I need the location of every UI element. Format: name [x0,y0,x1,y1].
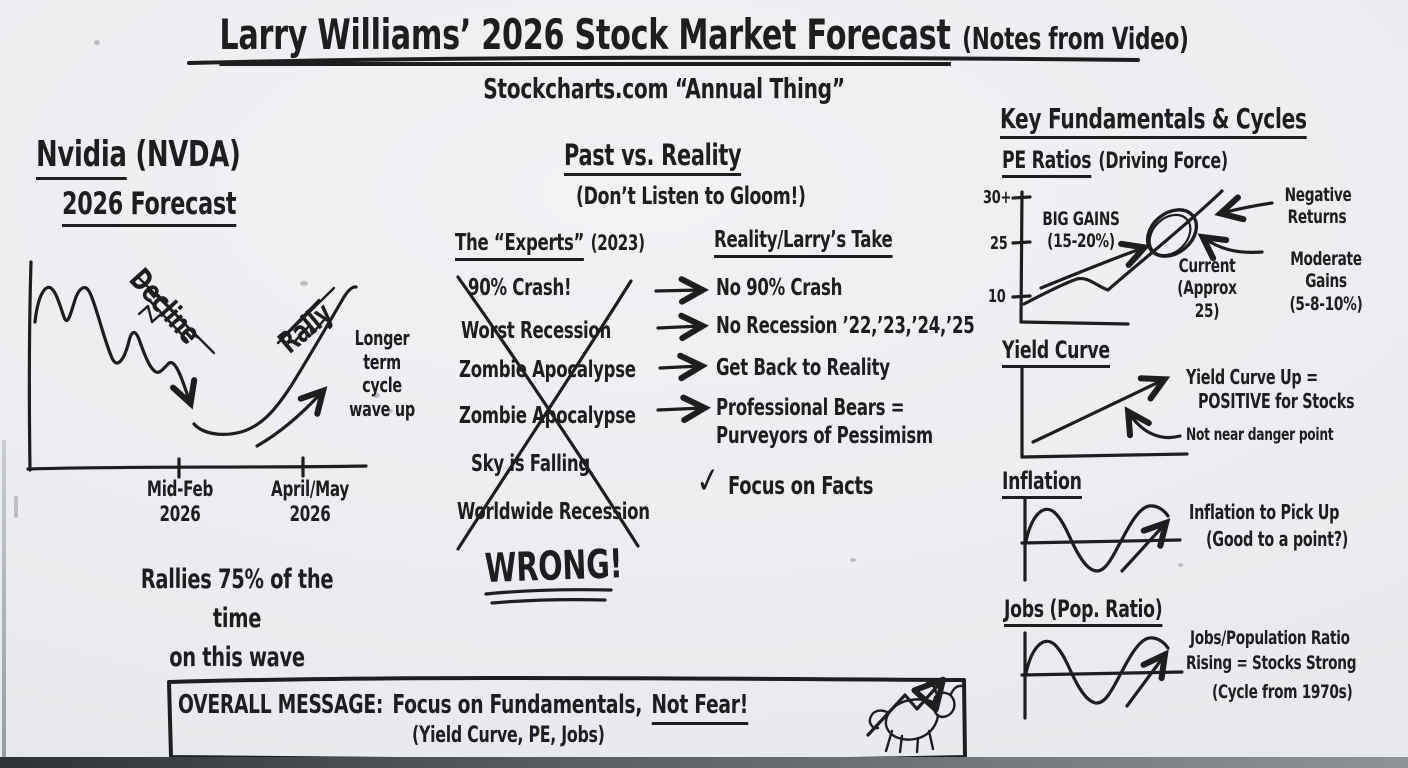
inflation-title: Inflation [1002,467,1082,500]
reality-point: Purveyors of Pessimism [716,423,933,449]
jobs-note: Jobs/Population Ratio [1190,627,1350,649]
moderate-gains-note: Moderate Gains (5-8-10%) [1289,248,1363,315]
check-icon: ✓ [694,459,722,503]
board-smudge [94,40,100,45]
overall-label: OVERALL MESSAGE: [178,690,384,720]
experts-header-row: The “Experts” (2023) [455,230,645,262]
expert-claim: 90% Crash! [468,275,572,301]
negative-returns-note: Negative Returns [1284,184,1352,229]
x-tick-aprilmay: April/May 2026 [271,477,349,526]
board-smudge [300,281,308,286]
current-note: Current (Approx 25) [1177,255,1237,322]
nvda-heading-row: Nvidia (NVDA) [36,134,241,181]
pe-title-note: (Driving Force) [1098,149,1228,174]
yield-up-note: Yield Curve Up = [1186,365,1318,389]
pe-title: PE Ratios [1002,146,1091,179]
x-tick-midfeb: Mid-Feb 2026 [146,477,214,526]
overall-message-row: OVERALL MESSAGE: Focus on Fundamentals, … [178,690,748,725]
nvda-title: Nvidia [36,134,127,181]
whiteboard-left-edge [2,440,6,757]
pe-ytick: 30+ [983,187,1012,208]
expert-claim: Zombie Apocalypse [459,357,636,383]
reality-point: Professional Bears = [716,395,905,421]
nvda-ticker: (NVDA) [135,134,241,175]
jobs-note: Rising = Stocks Strong [1186,652,1357,674]
expert-claim: Zombie Apocalypse [459,403,636,429]
overall-detail: (Yield Curve, PE, Jobs) [412,723,605,748]
rally-label: Rally [272,296,340,361]
inflation-note: (Good to a point?) [1206,527,1349,551]
expert-claim: Worldwide Recession [457,499,650,525]
overall-message: Focus on Fundamentals, [392,690,643,720]
nvda-subtitle: 2026 Forecast [62,186,237,227]
comparison-title: Past vs. Reality [564,138,742,177]
mapping-arrows [654,276,712,424]
board-smudge [850,558,856,562]
pe-heading-row: PE Ratios (Driving Force) [1002,146,1228,179]
reality-point: Get Back to Reality [716,355,890,381]
reality-point: No Recession ’22,’23,’24,’25 [716,313,975,339]
focus-note: Focus on Facts [728,471,874,500]
nvda-chart-drawing [26,260,368,479]
experts-header: The “Experts” [455,230,584,262]
decline-label: Decline [121,262,208,351]
page-title-note: (Notes from Video) [962,22,1189,57]
page-title: Larry Williams’ 2026 Stock Market Foreca… [219,10,951,66]
pe-ytick: 25 [990,233,1008,254]
rally-stat: Rallies 75% of the time on this wave [140,564,334,674]
reality-header: Reality/Larry’s Take [714,227,893,259]
expert-claim: Sky is Falling [471,451,590,477]
trend-arrow-icon [866,676,947,737]
pe-ytick: 10 [988,286,1006,307]
board-smudge [1178,563,1183,567]
fundamentals-title: Key Fundamentals & Cycles [1000,102,1307,140]
inflation-note: Inflation to Pick Up [1189,500,1340,524]
header-title-row: Larry Williams’ 2026 Stock Market Foreca… [219,10,1189,66]
bull-icon [868,681,964,754]
verdict-wrong: WRONG! [484,541,624,592]
danger-note: Not near danger point [1186,425,1334,445]
jobs-wave-drawing [1020,631,1184,720]
yield-up-note: POSITIVE for Stocks [1198,389,1355,413]
comparison-subtitle: (Don’t Listen to Gloom!) [576,182,806,210]
whiteboard-tray-edge [0,757,1408,768]
cycle-note: Longer term cycle wave up [349,326,415,421]
jobs-note: (Cycle from 1970s) [1212,681,1353,703]
reality-point: No 90% Crash [716,275,843,301]
inflation-wave-drawing [1020,498,1182,582]
yield-title: Yield Curve [1002,336,1110,369]
jobs-title: Jobs (Pop. Ratio) [1004,595,1163,628]
board-smudge [14,496,18,518]
big-gains-note: BIG GAINS (15-20%) [1042,208,1120,253]
yield-curve-drawing [1020,366,1189,459]
board-smudge [388,409,393,413]
experts-year: (2023) [590,231,645,255]
page-subtitle: Stockcharts.com “Annual Thing” [483,72,845,105]
board-smudge [373,393,380,398]
expert-claim: Worst Recession [461,318,612,344]
overall-emphasis: Not Fear! [651,690,748,725]
